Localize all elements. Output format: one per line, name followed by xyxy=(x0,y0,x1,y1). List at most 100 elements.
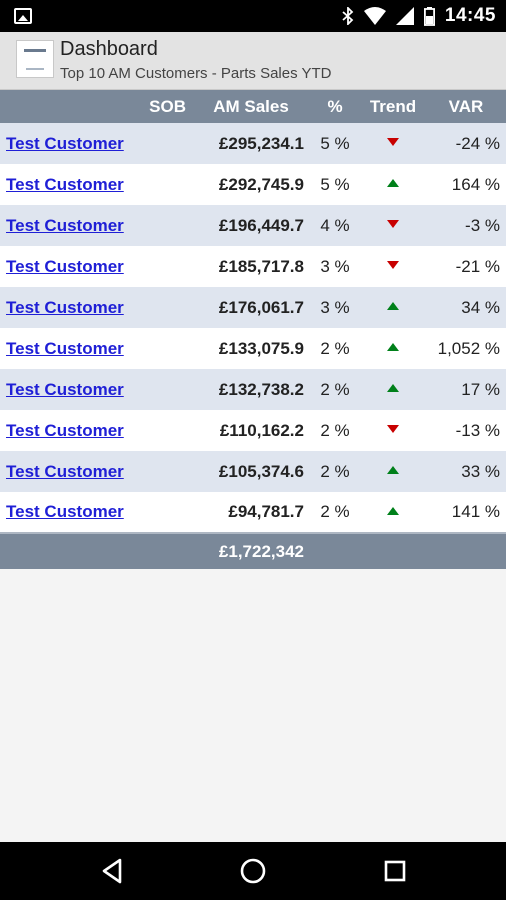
percent-cell: 3 % xyxy=(310,287,360,328)
var-cell: -21 % xyxy=(426,246,506,287)
table-row: Test Customer £110,162.2 2 % -13 % xyxy=(0,410,506,451)
customer-link[interactable]: Test Customer xyxy=(6,215,124,235)
table-row: Test Customer £94,781.7 2 % 141 % xyxy=(0,492,506,533)
total-trend xyxy=(360,532,426,569)
percent-cell: 2 % xyxy=(310,451,360,492)
total-sob xyxy=(140,532,192,569)
var-cell: -3 % xyxy=(426,205,506,246)
trend-down-icon xyxy=(387,425,399,433)
home-icon[interactable] xyxy=(238,856,268,886)
am-sales-cell: £295,234.1 xyxy=(192,123,310,164)
trend-cell xyxy=(360,328,426,369)
trend-down-icon xyxy=(387,138,399,146)
battery-icon xyxy=(423,6,435,26)
sob-cell xyxy=(140,287,192,328)
customer-link[interactable]: Test Customer xyxy=(6,338,124,358)
customer-link[interactable]: Test Customer xyxy=(6,502,124,521)
customer-cell: Test Customer xyxy=(0,123,140,164)
trend-cell xyxy=(360,205,426,246)
customer-cell: Test Customer xyxy=(0,328,140,369)
header-customer[interactable] xyxy=(0,90,140,123)
customer-cell: Test Customer xyxy=(0,246,140,287)
trend-down-icon xyxy=(387,220,399,228)
total-row: £1,722,342 xyxy=(0,532,506,569)
table-row: Test Customer £185,717.8 3 % -21 % xyxy=(0,246,506,287)
table-row: Test Customer £133,075.9 2 % 1,052 % xyxy=(0,328,506,369)
table-header-row: SOB AM Sales % Trend VAR xyxy=(0,90,506,123)
customer-cell: Test Customer xyxy=(0,492,140,533)
trend-up-icon xyxy=(387,343,399,351)
volvo-logo[interactable] xyxy=(16,40,54,78)
clock: 14:45 xyxy=(444,5,496,26)
customer-cell: Test Customer xyxy=(0,164,140,205)
var-cell: 17 % xyxy=(426,369,506,410)
app-bar: Dashboard Top 10 AM Customers - Parts Sa… xyxy=(0,32,506,90)
var-cell: -13 % xyxy=(426,410,506,451)
image-icon xyxy=(14,8,32,24)
header-percent[interactable]: % xyxy=(310,90,360,123)
page-subtitle: Top 10 AM Customers - Parts Sales YTD xyxy=(60,65,332,82)
recent-apps-icon[interactable] xyxy=(380,856,410,886)
table-row: Test Customer £196,449.7 4 % -3 % xyxy=(0,205,506,246)
customer-link[interactable]: Test Customer xyxy=(6,297,124,317)
bluetooth-icon xyxy=(342,7,354,25)
status-icons: 14:45 xyxy=(342,4,496,28)
wifi-icon xyxy=(363,7,386,25)
percent-cell: 5 % xyxy=(310,123,360,164)
customer-cell: Test Customer xyxy=(0,205,140,246)
sob-cell xyxy=(140,246,192,287)
header-am-sales[interactable]: AM Sales xyxy=(192,90,310,123)
customer-cell: Test Customer xyxy=(0,451,140,492)
percent-cell: 2 % xyxy=(310,410,360,451)
var-cell: 34 % xyxy=(426,287,506,328)
trend-cell xyxy=(360,287,426,328)
var-cell: 1,052 % xyxy=(426,328,506,369)
am-sales-cell: £196,449.7 xyxy=(192,205,310,246)
var-cell: 164 % xyxy=(426,164,506,205)
customer-link[interactable]: Test Customer xyxy=(6,256,124,276)
table-row: Test Customer £295,234.1 5 % -24 % xyxy=(0,123,506,164)
customer-link[interactable]: Test Customer xyxy=(6,420,124,440)
table-row: Test Customer £105,374.6 2 % 33 % xyxy=(0,451,506,492)
percent-cell: 2 % xyxy=(310,492,360,533)
customers-table: SOB AM Sales % Trend VAR Test Customer £2… xyxy=(0,90,506,569)
table-row: Test Customer £292,745.9 5 % 164 % xyxy=(0,164,506,205)
header-trend[interactable]: Trend xyxy=(360,90,426,123)
customer-link[interactable]: Test Customer xyxy=(6,174,124,194)
customer-cell: Test Customer xyxy=(0,410,140,451)
trend-up-icon xyxy=(387,384,399,392)
sob-cell xyxy=(140,369,192,410)
navigation-bar xyxy=(0,842,506,900)
header-sob[interactable]: SOB xyxy=(140,90,192,123)
trend-cell xyxy=(360,451,426,492)
total-label xyxy=(0,532,140,569)
percent-cell: 4 % xyxy=(310,205,360,246)
percent-cell: 3 % xyxy=(310,246,360,287)
var-cell: -24 % xyxy=(426,123,506,164)
sob-cell xyxy=(140,328,192,369)
var-cell: 141 % xyxy=(426,492,506,533)
am-sales-cell: £176,061.7 xyxy=(192,287,310,328)
trend-up-icon xyxy=(387,507,399,515)
trend-down-icon xyxy=(387,261,399,269)
trend-up-icon xyxy=(387,179,399,187)
percent-cell: 2 % xyxy=(310,328,360,369)
customer-cell: Test Customer xyxy=(0,287,140,328)
page-title: Dashboard xyxy=(60,38,158,60)
am-sales-cell: £133,075.9 xyxy=(192,328,310,369)
customer-link[interactable]: Test Customer xyxy=(6,133,124,153)
total-var xyxy=(426,532,506,569)
sob-cell xyxy=(140,410,192,451)
am-sales-cell: £292,745.9 xyxy=(192,164,310,205)
total-percent xyxy=(310,532,360,569)
customer-link[interactable]: Test Customer xyxy=(6,461,124,481)
back-icon[interactable] xyxy=(98,856,128,886)
percent-cell: 2 % xyxy=(310,369,360,410)
total-am-sales: £1,722,342 xyxy=(192,532,310,569)
header-var[interactable]: VAR xyxy=(426,90,506,123)
trend-cell xyxy=(360,246,426,287)
status-bar: 14:45 xyxy=(0,0,506,32)
signal-icon xyxy=(395,7,414,25)
percent-cell: 5 % xyxy=(310,164,360,205)
customer-link[interactable]: Test Customer xyxy=(6,379,124,399)
